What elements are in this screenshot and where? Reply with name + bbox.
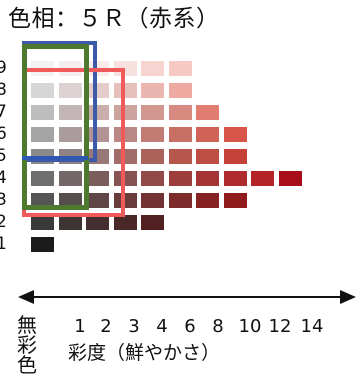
color-swatch: [31, 215, 54, 230]
color-swatch: [196, 127, 219, 142]
chroma-label: 8: [212, 316, 224, 337]
color-swatch: [58, 193, 82, 208]
color-swatch: [31, 127, 54, 142]
chroma-label: 12: [268, 316, 292, 337]
color-swatch: [141, 193, 164, 208]
color-swatch: [223, 127, 247, 142]
color-swatch: [141, 83, 164, 98]
page-title: 色相：５Ｒ（赤系）: [8, 6, 220, 32]
color-swatch: [168, 127, 192, 142]
color-swatch: [141, 61, 164, 76]
color-swatch: [86, 127, 109, 142]
color-swatch: [113, 127, 137, 142]
color-swatch: [86, 193, 109, 208]
color-swatch: [168, 193, 192, 208]
value-label: 5: [0, 146, 7, 166]
color-swatch: [31, 193, 54, 208]
color-swatch: [223, 149, 247, 164]
color-swatch: [113, 171, 137, 186]
color-swatch: [196, 171, 219, 186]
color-swatch: [58, 171, 82, 186]
color-swatch: [86, 215, 109, 230]
color-swatch: [86, 105, 109, 120]
chroma-label: 14: [300, 316, 324, 337]
value-label: 4: [0, 168, 7, 188]
color-swatch: [141, 171, 164, 186]
color-swatch: [196, 149, 219, 164]
chroma-label: 3: [128, 316, 140, 337]
color-swatch: [113, 83, 137, 98]
value-label: 6: [0, 124, 7, 144]
color-swatch: [223, 193, 247, 208]
achromatic-label: 無彩色: [17, 313, 37, 377]
color-swatch: [168, 105, 192, 120]
color-swatch: [141, 127, 164, 142]
color-swatch: [168, 61, 192, 76]
color-swatch: [141, 215, 164, 230]
color-swatch: [113, 61, 137, 76]
chroma-label: 2: [100, 316, 112, 337]
color-swatch: [58, 83, 82, 98]
color-swatch: [86, 83, 109, 98]
value-label: 7: [0, 102, 7, 122]
color-swatch: [86, 171, 109, 186]
color-swatch: [31, 171, 54, 186]
color-swatch: [168, 149, 192, 164]
value-label: 2: [0, 212, 7, 232]
value-label: 9: [0, 58, 7, 78]
color-swatch: [141, 149, 164, 164]
color-swatch: [58, 127, 82, 142]
color-swatch: [141, 105, 164, 120]
chroma-label: 10: [238, 316, 262, 337]
color-swatch: [251, 171, 274, 186]
chroma-label: 6: [184, 316, 196, 337]
color-swatch: [58, 215, 82, 230]
chroma-axis-title: 彩度（鮮やかさ）: [68, 342, 221, 364]
color-swatch: [113, 193, 137, 208]
color-swatch: [31, 237, 54, 252]
green-outline-box: [22, 44, 89, 210]
color-swatch: [196, 105, 219, 120]
color-swatch: [278, 171, 302, 186]
color-swatch: [113, 215, 137, 230]
chroma-label: 1: [74, 316, 86, 337]
value-label: 3: [0, 190, 7, 210]
color-swatch: [223, 171, 247, 186]
color-swatch: [31, 83, 54, 98]
color-swatch: [196, 193, 219, 208]
color-swatch: [168, 171, 192, 186]
color-swatch: [31, 105, 54, 120]
chroma-label: 4: [156, 316, 168, 337]
color-swatch: [168, 83, 192, 98]
color-swatch: [58, 105, 82, 120]
value-label: 8: [0, 80, 7, 100]
color-swatch: [113, 149, 137, 164]
value-label: 1: [0, 234, 7, 254]
blue-highlight-line: [22, 156, 88, 160]
color-swatch: [113, 105, 137, 120]
